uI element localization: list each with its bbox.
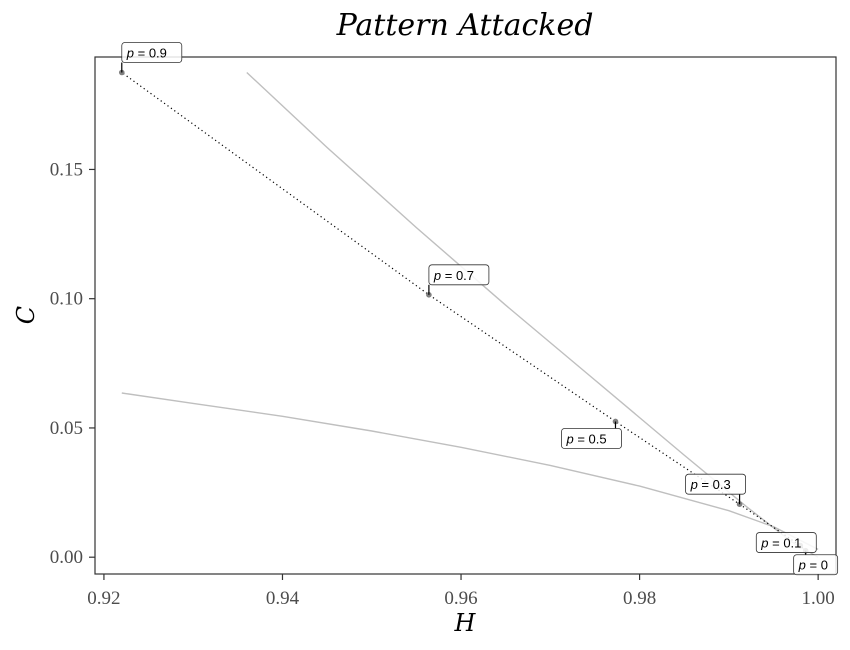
x-tick-label: 0.92	[87, 588, 120, 609]
plot-panel	[94, 56, 837, 575]
annotation-label: p = 0.7	[433, 268, 474, 283]
y-tick-label: 0.00	[50, 547, 83, 568]
annotation-label: p = 0	[798, 558, 828, 573]
y-tick-label: 0.05	[50, 418, 83, 439]
x-tick-label: 0.94	[266, 588, 300, 609]
x-tick-label: 1.00	[802, 588, 835, 609]
upper-bound-curve	[246, 71, 819, 558]
data-point	[736, 501, 743, 508]
x-tick-label: 0.96	[444, 588, 477, 609]
lower-bound-curve	[121, 392, 819, 551]
annotations: p = 0 p = 0.1 p = 0.3 p = 0.5 p = 0.7 p = 0.9	[121, 42, 839, 576]
chart-title: Pattern Attacked	[336, 8, 594, 43]
annotation-label: p = 0.3	[690, 477, 731, 492]
y-axis: 0.00 0.05 0.10 0.15	[50, 159, 95, 568]
annotation-box	[121, 42, 183, 63]
x-tick-label: 0.98	[623, 588, 656, 609]
annotation-label: p = 0.5	[565, 431, 606, 446]
annotation-box	[428, 264, 490, 286]
y-tick-label: 0.10	[50, 289, 83, 310]
annotation-box	[561, 428, 622, 449]
x-axis-label: H	[454, 609, 477, 637]
annotation-box	[685, 473, 746, 495]
y-axis-label: C	[12, 306, 40, 324]
plot-area: p = 0 p = 0.1 p = 0.3 p = 0.5 p = 0.7 p = 0.9	[94, 42, 839, 576]
bound-curves	[121, 71, 819, 558]
annotation-box	[793, 554, 839, 576]
x-axis: 0.92 0.94 0.96 0.98 1.00	[87, 574, 835, 609]
y-tick-label: 0.15	[50, 159, 83, 180]
annotation-label: p = 0.1	[760, 536, 801, 551]
annotation-label: p = 0.9	[126, 46, 167, 61]
annotation-box	[755, 532, 817, 553]
